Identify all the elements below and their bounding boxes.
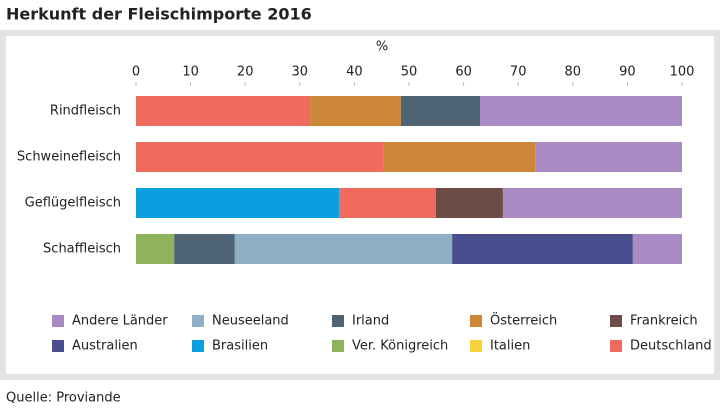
x-tick-label: 60: [455, 65, 472, 80]
x-tick-label: 70: [510, 65, 527, 80]
bar-segment: [452, 234, 633, 264]
bar-segment: [234, 234, 453, 264]
category-label: Rindfleisch: [50, 104, 121, 119]
legend-label: Italien: [490, 339, 530, 354]
bar-segment: [383, 142, 536, 172]
legend-swatch: [332, 340, 344, 352]
legend-swatch: [52, 315, 64, 327]
category-label: Geflügelfleisch: [25, 196, 121, 211]
x-tick-label: 40: [346, 65, 363, 80]
axis-label: %: [376, 40, 388, 55]
legend-label: Deutschland: [630, 339, 712, 354]
bar-segment: [435, 188, 503, 218]
bar-segment: [535, 142, 682, 172]
legend-label: Australien: [72, 339, 138, 354]
legend-swatch: [610, 340, 622, 352]
x-tick-label: 10: [182, 65, 199, 80]
category-label: Schweinefleisch: [17, 150, 121, 165]
legend-label: Neuseeland: [212, 314, 289, 329]
chart-title: Herkunft der Fleischimporte 2016: [6, 5, 312, 24]
bar-segment: [400, 96, 480, 126]
legend-swatch: [192, 315, 204, 327]
bar-segment: [136, 234, 175, 264]
bar-segment: [479, 96, 682, 126]
x-tick-label: 90: [619, 65, 636, 80]
bar-segment: [632, 234, 682, 264]
x-tick-label: 30: [292, 65, 309, 80]
legend-label: Ver. Königreich: [352, 339, 448, 354]
legend-swatch: [332, 315, 344, 327]
x-tick-label: 80: [565, 65, 582, 80]
x-tick-label: 0: [132, 65, 140, 80]
legend-label: Brasilien: [212, 339, 268, 354]
legend-label: Österreich: [490, 312, 557, 329]
legend-swatch: [610, 315, 622, 327]
x-tick-label: 20: [237, 65, 254, 80]
x-tick-label: 100: [670, 65, 695, 80]
legend-swatch: [470, 315, 482, 327]
source: Quelle: Proviande: [6, 391, 121, 406]
legend-swatch: [52, 340, 64, 352]
bar-segment: [502, 188, 682, 218]
bar-segment: [174, 234, 235, 264]
bar-segment: [339, 188, 436, 218]
bar-segment: [136, 142, 384, 172]
legend-label: Andere Länder: [72, 314, 168, 329]
bar-segment: [310, 96, 401, 126]
category-label: Schaffleisch: [43, 242, 121, 257]
legend-label: Irland: [352, 314, 389, 329]
bar-segment: [136, 188, 340, 218]
x-tick-label: 50: [401, 65, 418, 80]
legend-swatch: [470, 340, 482, 352]
legend-label: Frankreich: [630, 314, 698, 329]
bar-segment: [136, 96, 311, 126]
legend-swatch: [192, 340, 204, 352]
